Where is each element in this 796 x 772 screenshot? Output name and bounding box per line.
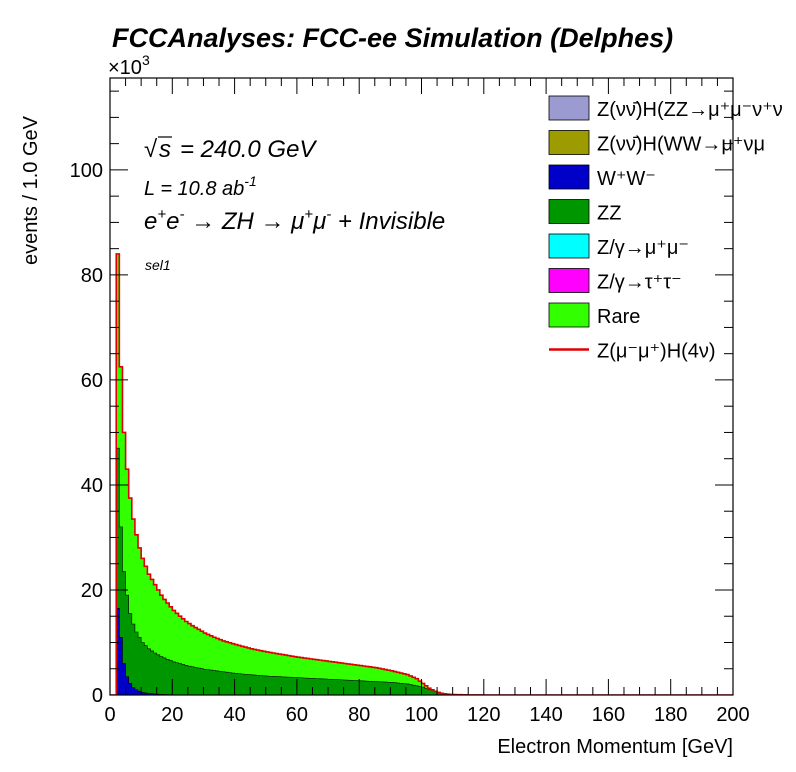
- signal-line: [110, 253, 733, 695]
- histogram-zz-area: [110, 447, 733, 695]
- y-tick-label: 60: [81, 370, 103, 392]
- legend-swatch: [548, 233, 590, 259]
- legend-swatch: [548, 95, 590, 121]
- legend-entry: W⁺W⁻: [548, 164, 656, 190]
- x-tick-label: 0: [104, 704, 115, 726]
- legend-label: W⁺W⁻: [597, 168, 656, 190]
- legend-entry: Z(μ⁻μ⁺)H(4ν): [549, 341, 716, 363]
- legend-entry: Rare: [548, 302, 640, 328]
- x-tick-label: 40: [223, 704, 245, 726]
- x-tick-labels: 0 20 40 60 80 100 120 140 160 180 200: [104, 704, 749, 726]
- x-tick-label: 180: [654, 704, 687, 726]
- sqrt-symbol: √: [144, 136, 158, 163]
- y-exponent-label: ×103: [108, 52, 150, 79]
- legend-swatch: [548, 268, 590, 293]
- legend-swatch: [548, 199, 590, 224]
- y-tick-labels: 0 20 40 60 80 100: [70, 160, 103, 707]
- process-label: e+e- → ZH → μ+μ- + Invisible: [144, 206, 445, 235]
- x-tick-label: 100: [405, 704, 438, 726]
- x-tick-label: 160: [592, 704, 625, 726]
- sqrt-s-label: √ s = 240.0 GeV: [144, 136, 317, 163]
- selection-label: sel1: [145, 257, 171, 273]
- sqrt-s-value: = 240.0 GeV: [180, 136, 317, 163]
- legend-label: ZZ: [597, 203, 621, 225]
- legend-entry: ZZ: [548, 199, 621, 225]
- x-axis-label: Electron Momentum [GeV]: [497, 736, 733, 758]
- luminosity-label: L = 10.8 ab-1: [144, 173, 257, 200]
- axis-ticks: [109, 78, 734, 696]
- y-axis-label: events / 1.0 GeV: [20, 115, 42, 265]
- x-tick-label: 200: [716, 704, 749, 726]
- chart-title: FCCAnalyses: FCC-ee Simulation (Delphes): [112, 23, 673, 53]
- legend-label: Rare: [597, 306, 640, 328]
- legend-label: Z(νν̄)H(WW→μ⁺νμ: [597, 134, 765, 156]
- x-tick-label: 80: [348, 704, 370, 726]
- legend-label: Z(μ⁻μ⁺)H(4ν): [597, 341, 716, 363]
- y-tick-label: 20: [81, 580, 103, 602]
- y-tick-label: 100: [70, 160, 103, 182]
- sqrt-s-var: s: [159, 136, 171, 163]
- legend-swatch: [548, 164, 590, 190]
- y-tick-label: 80: [81, 265, 103, 287]
- legend-label: Z(νν̄)H(ZZ→μ⁺μ⁻ν⁺ν: [597, 99, 783, 121]
- x-tick-label: 120: [467, 704, 500, 726]
- y-tick-label: 40: [81, 475, 103, 497]
- x-tick-label: 140: [529, 704, 562, 726]
- physics-annotations: √ s = 240.0 GeV L = 10.8 ab-1 e+e- → ZH …: [144, 136, 445, 273]
- legend-entry: Z/γ→μ⁺μ⁻: [548, 233, 689, 259]
- legend-label: Z/γ→μ⁺μ⁻: [597, 237, 689, 259]
- legend: Z(νν̄)H(ZZ→μ⁺μ⁻ν⁺ν Z(νν̄)H(WW→μ⁺νμ W⁺W⁻ ZZ Z…: [548, 95, 783, 363]
- legend-swatch: [548, 130, 590, 155]
- legend-label: Z/γ→τ⁺τ⁻: [597, 272, 682, 294]
- x-tick-label: 20: [161, 704, 183, 726]
- x-tick-label: 60: [286, 704, 308, 726]
- legend-entry: Z(νν̄)H(ZZ→μ⁺μ⁻ν⁺ν: [548, 95, 783, 121]
- y-tick-label: 0: [92, 685, 103, 707]
- legend-entry: Z(νν̄)H(WW→μ⁺νμ: [548, 130, 765, 156]
- legend-entry: Z/γ→τ⁺τ⁻: [548, 268, 682, 294]
- legend-swatch: [548, 302, 590, 328]
